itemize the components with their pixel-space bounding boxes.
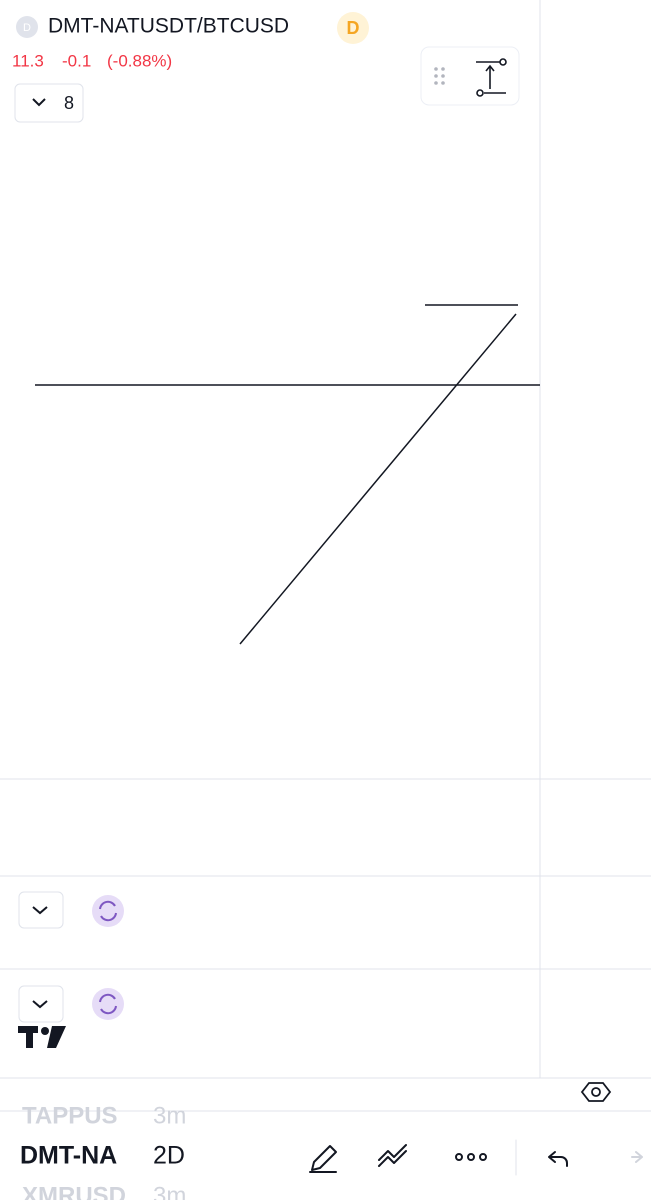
last-price: 11.3	[12, 51, 44, 70]
indicators-icon[interactable]	[378, 1144, 407, 1167]
settings-icon[interactable]	[580, 1082, 612, 1102]
interval-badge[interactable]	[337, 12, 369, 44]
trend-line[interactable]	[239, 313, 517, 645]
price-change: -0.1	[62, 51, 91, 70]
recent-symbol[interactable]: TAPPUS	[22, 1102, 118, 1129]
draw-icon[interactable]	[309, 1145, 337, 1173]
sync-button[interactable]	[92, 895, 124, 927]
current-symbol[interactable]: DMT-NA	[20, 1142, 117, 1170]
pane-buttons	[18, 891, 612, 1102]
measure-icon[interactable]	[476, 58, 507, 97]
chevron-icon	[32, 98, 46, 107]
indicator-toggle[interactable]	[14, 83, 84, 123]
collapse-button[interactable]	[18, 891, 64, 929]
current-interval[interactable]: 2D	[153, 1142, 185, 1170]
more-icon[interactable]	[455, 1153, 487, 1161]
symbol-icon	[16, 16, 38, 38]
indicator-count: 8	[64, 93, 74, 113]
chevron-icon	[32, 906, 48, 915]
recent-symbol[interactable]: XMRUSD	[22, 1182, 126, 1200]
bottom-toolbar: TAPPUS 3m DMT-NA 2D XMRUSD 3m	[0, 1102, 651, 1200]
header: D DMT-NATUSDT/BTCUSD D 11.3 -0.1 (-0.88%…	[12, 12, 520, 123]
tv-logo	[18, 1026, 66, 1048]
collapse-button[interactable]	[18, 985, 64, 1023]
symbol-title[interactable]: DMT-NATUSDT/BTCUSD	[48, 15, 289, 38]
drag-handle	[434, 67, 445, 85]
price-change-pct: (-0.88%)	[107, 51, 172, 70]
undo-icon[interactable]	[548, 1151, 568, 1167]
symbol-icon-letter: D	[23, 22, 31, 34]
redo-icon[interactable]	[631, 1151, 643, 1163]
pane-separators	[0, 0, 651, 1079]
sync-button[interactable]	[92, 988, 124, 1020]
sync-icon	[99, 900, 117, 922]
sync-icon	[99, 993, 117, 1015]
drawings	[35, 304, 540, 645]
interval-badge-text: D	[347, 18, 360, 38]
recent-interval[interactable]: 3m	[153, 1182, 186, 1200]
chevron-icon	[32, 1000, 48, 1009]
recent-interval[interactable]: 3m	[153, 1102, 186, 1129]
